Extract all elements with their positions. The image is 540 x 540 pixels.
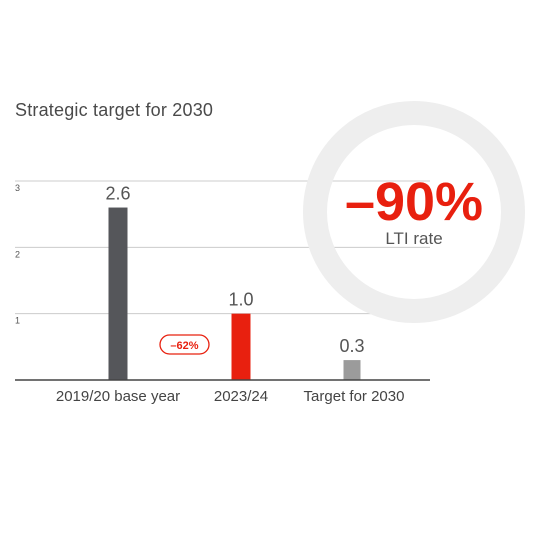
bar-value-label-2: 1.0 [228,290,253,310]
y-axis-ticks: 1 2 3 [15,183,20,326]
ring-circle [303,101,525,323]
x-axis-labels: 2019/20 base year 2023/24 Target for 2030 [56,388,405,405]
bar-value-label-1: 2.6 [105,184,130,204]
bar-2 [231,313,251,380]
chart-title: Strategic target for 2030 [15,100,214,120]
y-tick-label-3: 3 [15,183,20,193]
change-badge-text: –62% [170,340,198,352]
y-tick-label-2: 2 [15,249,20,259]
lti-reduction-value: –90% [345,172,483,232]
change-badge: –62% [159,334,210,355]
bars: 2.6 1.0 0.3 [105,184,365,380]
bar-3 [343,360,361,380]
x-category-label-2: 2023/24 [214,388,268,405]
bar-1 [108,207,128,380]
change-badge-outline [159,334,210,355]
x-category-label-3: Target for 2030 [304,388,405,405]
grid-lines [15,180,430,315]
bar-value-label-3: 0.3 [339,336,364,356]
lti-rate-label: LTI rate [385,229,442,248]
x-category-label-1: 2019/20 base year [56,388,180,405]
highlight-ring: –90% LTI rate [303,101,525,323]
y-tick-label-1: 1 [15,316,20,326]
